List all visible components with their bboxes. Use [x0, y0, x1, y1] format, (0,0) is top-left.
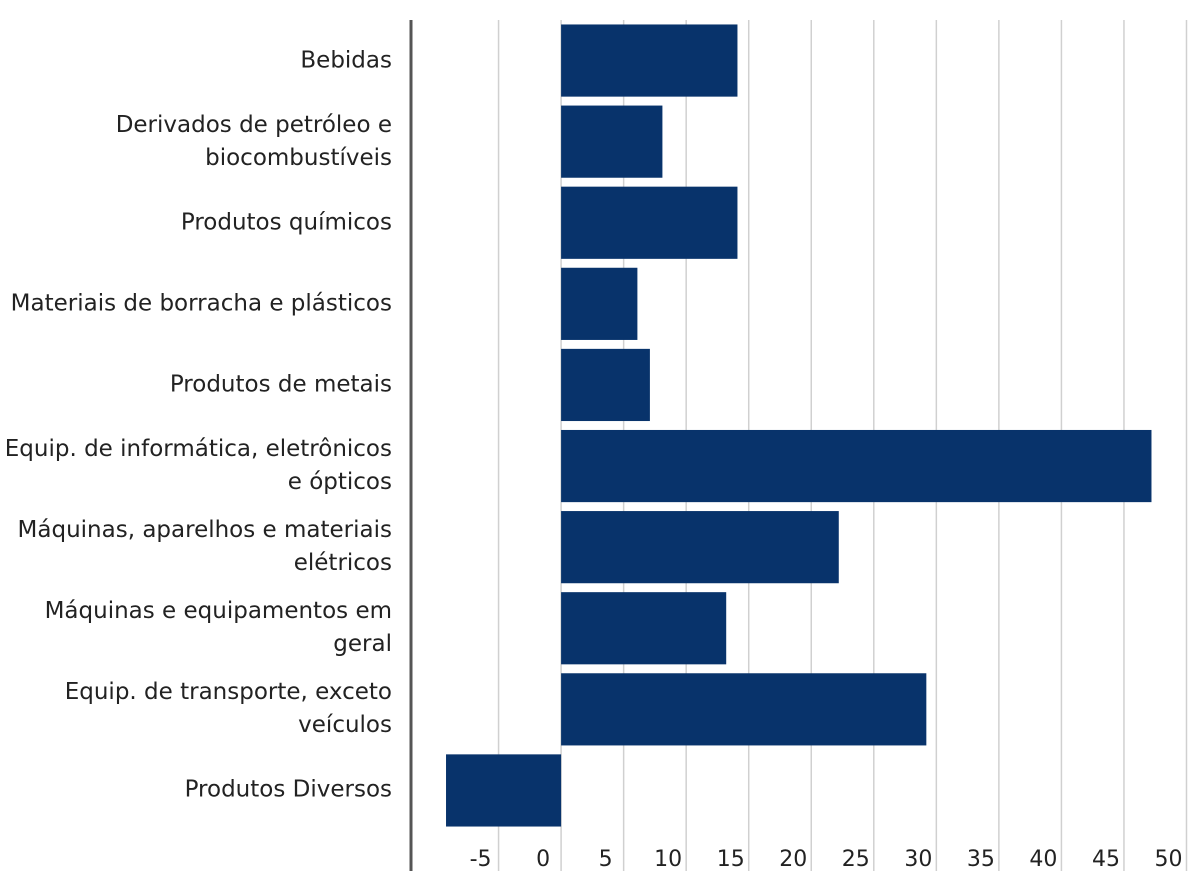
- bar: [561, 511, 839, 584]
- x-tick-label: 35: [967, 847, 995, 871]
- bar: [561, 105, 663, 178]
- y-tick-label: Máquinas e equipamentos em geral: [44, 598, 392, 658]
- bar: [561, 186, 738, 259]
- x-tick-label: 15: [717, 847, 745, 871]
- x-tick-label: 10: [654, 847, 682, 871]
- y-tick-label: Produtos Diversos: [184, 776, 392, 803]
- bar: [561, 267, 638, 340]
- bar: [561, 592, 727, 665]
- bar: [561, 673, 927, 746]
- x-tick-label: -5: [470, 847, 492, 871]
- bar: [561, 24, 738, 97]
- bar: [561, 348, 650, 422]
- y-tick-label: Máquinas, aparelhos e materiais elétrico…: [17, 517, 392, 577]
- x-tick-label: 5: [599, 847, 613, 871]
- bar: [446, 754, 562, 827]
- x-tick-label: 0: [536, 847, 550, 871]
- bar: [561, 429, 1152, 503]
- y-tick-label: Produtos químicos: [180, 209, 392, 236]
- x-tick-label: 30: [904, 847, 932, 871]
- y-tick-label: Materiais de borracha e plásticos: [10, 290, 392, 317]
- x-tick-label: 50: [1154, 847, 1182, 871]
- y-tick-label: Bebidas: [300, 47, 392, 74]
- y-tick-label: Equip. de transporte, exceto veículos: [64, 679, 392, 739]
- x-tick-label: 20: [779, 847, 807, 871]
- y-tick-label: Derivados de petróleo e biocombustíveis: [115, 111, 392, 171]
- y-tick-label: Produtos de metais: [169, 371, 392, 398]
- y-tick-label: Equip. de informática, eletrônicos e ópt…: [4, 436, 392, 496]
- x-tick-label: 40: [1029, 847, 1057, 871]
- x-tick-label: 25: [842, 847, 870, 871]
- x-tick-label: 45: [1092, 847, 1120, 871]
